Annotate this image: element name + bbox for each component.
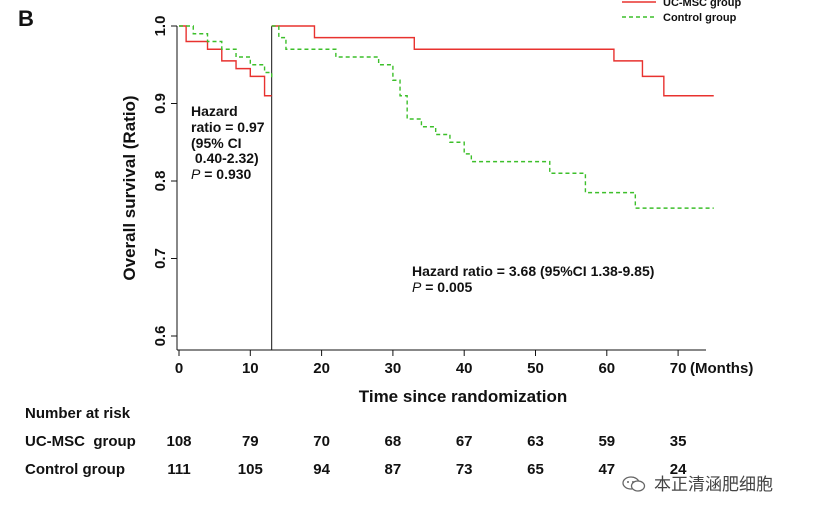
- annotation-late: Hazard ratio = 3.68 (95%CI 1.38-9.85) P …: [412, 263, 654, 295]
- risk-table-title: Number at risk: [25, 405, 131, 422]
- risk-row-control-label: Control group: [25, 461, 125, 478]
- control-late-curve: [271, 25, 714, 209]
- x-axis-label: Time since randomization: [359, 387, 567, 406]
- risk-count: 59: [598, 433, 616, 450]
- x-axis-unit: (Months): [690, 360, 753, 377]
- annotation-early: Hazard ratio = 0.97 (95% CI 0.40-2.32) P…: [191, 103, 265, 182]
- risk-count: 94: [313, 461, 330, 478]
- legend: UC-MSC group Control group: [622, 0, 741, 24]
- x-tick-label: 70: [670, 360, 687, 377]
- y-tick-label: 0.9: [152, 93, 169, 114]
- risk-count: 47: [598, 461, 616, 478]
- risk-count: 79: [241, 433, 259, 450]
- uc-msc-late-curve: [271, 25, 714, 97]
- control-early-curve: [179, 25, 273, 81]
- risk-count: 67: [455, 433, 473, 450]
- y-tick-label: 0.7: [152, 248, 169, 269]
- risk-count: 63: [527, 433, 544, 450]
- x-tick-label: 20: [313, 360, 330, 377]
- y-tick-label: 0.8: [152, 171, 169, 192]
- annotation-late-p: P = 0.005: [412, 279, 473, 295]
- risk-count: 111: [167, 461, 191, 478]
- legend-uc-msc-label: UC-MSC group: [663, 0, 741, 9]
- x-tick-label: 50: [527, 360, 544, 377]
- annotation-early-p: P = 0.930: [191, 166, 252, 182]
- risk-count: 70: [313, 433, 330, 450]
- annotation-late-p-value: = 0.005: [421, 279, 472, 295]
- risk-count: 35: [669, 433, 687, 450]
- risk-count: 87: [384, 461, 402, 478]
- legend-control-label: Control group: [663, 12, 737, 24]
- annotation-early-line-2: ratio = 0.97: [191, 119, 265, 135]
- x-tick-label: 60: [598, 360, 615, 377]
- y-axis-label: Overall survival (Ratio): [120, 95, 139, 280]
- risk-count: 105: [237, 461, 263, 478]
- annotation-early-p-symbol: P: [191, 166, 201, 182]
- risk-count: 24: [669, 461, 687, 478]
- risk-count: 68: [384, 433, 402, 450]
- risk-count: 108: [166, 433, 192, 450]
- y-tick-label: 0.6: [152, 326, 169, 347]
- annotation-early-p-value: = 0.930: [200, 166, 251, 182]
- annotation-early-line-1: Hazard: [191, 103, 238, 119]
- y-tick-label: 1.0: [152, 16, 169, 37]
- panel-label: B: [18, 6, 34, 31]
- y-axis-ticks: 0.6 0.7 0.8 0.9 1.0: [152, 16, 177, 347]
- uc-msc-early-curve: [179, 25, 272, 97]
- x-axis-ticks: 0 10 20 30 40 50 60 70: [175, 350, 687, 377]
- annotation-early-line-3: (95% CI: [191, 135, 242, 151]
- annotation-early-line-4: 0.40-2.32): [191, 150, 259, 166]
- risk-count: 65: [527, 461, 544, 478]
- wechat-icon: [622, 476, 646, 492]
- x-tick-label: 30: [385, 360, 402, 377]
- x-tick-label: 40: [456, 360, 473, 377]
- risk-row-uc-msc-label: UC-MSC group: [25, 433, 136, 450]
- annotation-late-line-1: Hazard ratio = 3.68 (95%CI 1.38-9.85): [412, 263, 654, 279]
- annotation-late-p-symbol: P: [412, 279, 422, 295]
- x-tick-label: 10: [242, 360, 259, 377]
- x-tick-label: 0: [175, 360, 183, 377]
- risk-count: 73: [455, 461, 473, 478]
- watermark: 本正清涵肥细胞: [654, 475, 773, 494]
